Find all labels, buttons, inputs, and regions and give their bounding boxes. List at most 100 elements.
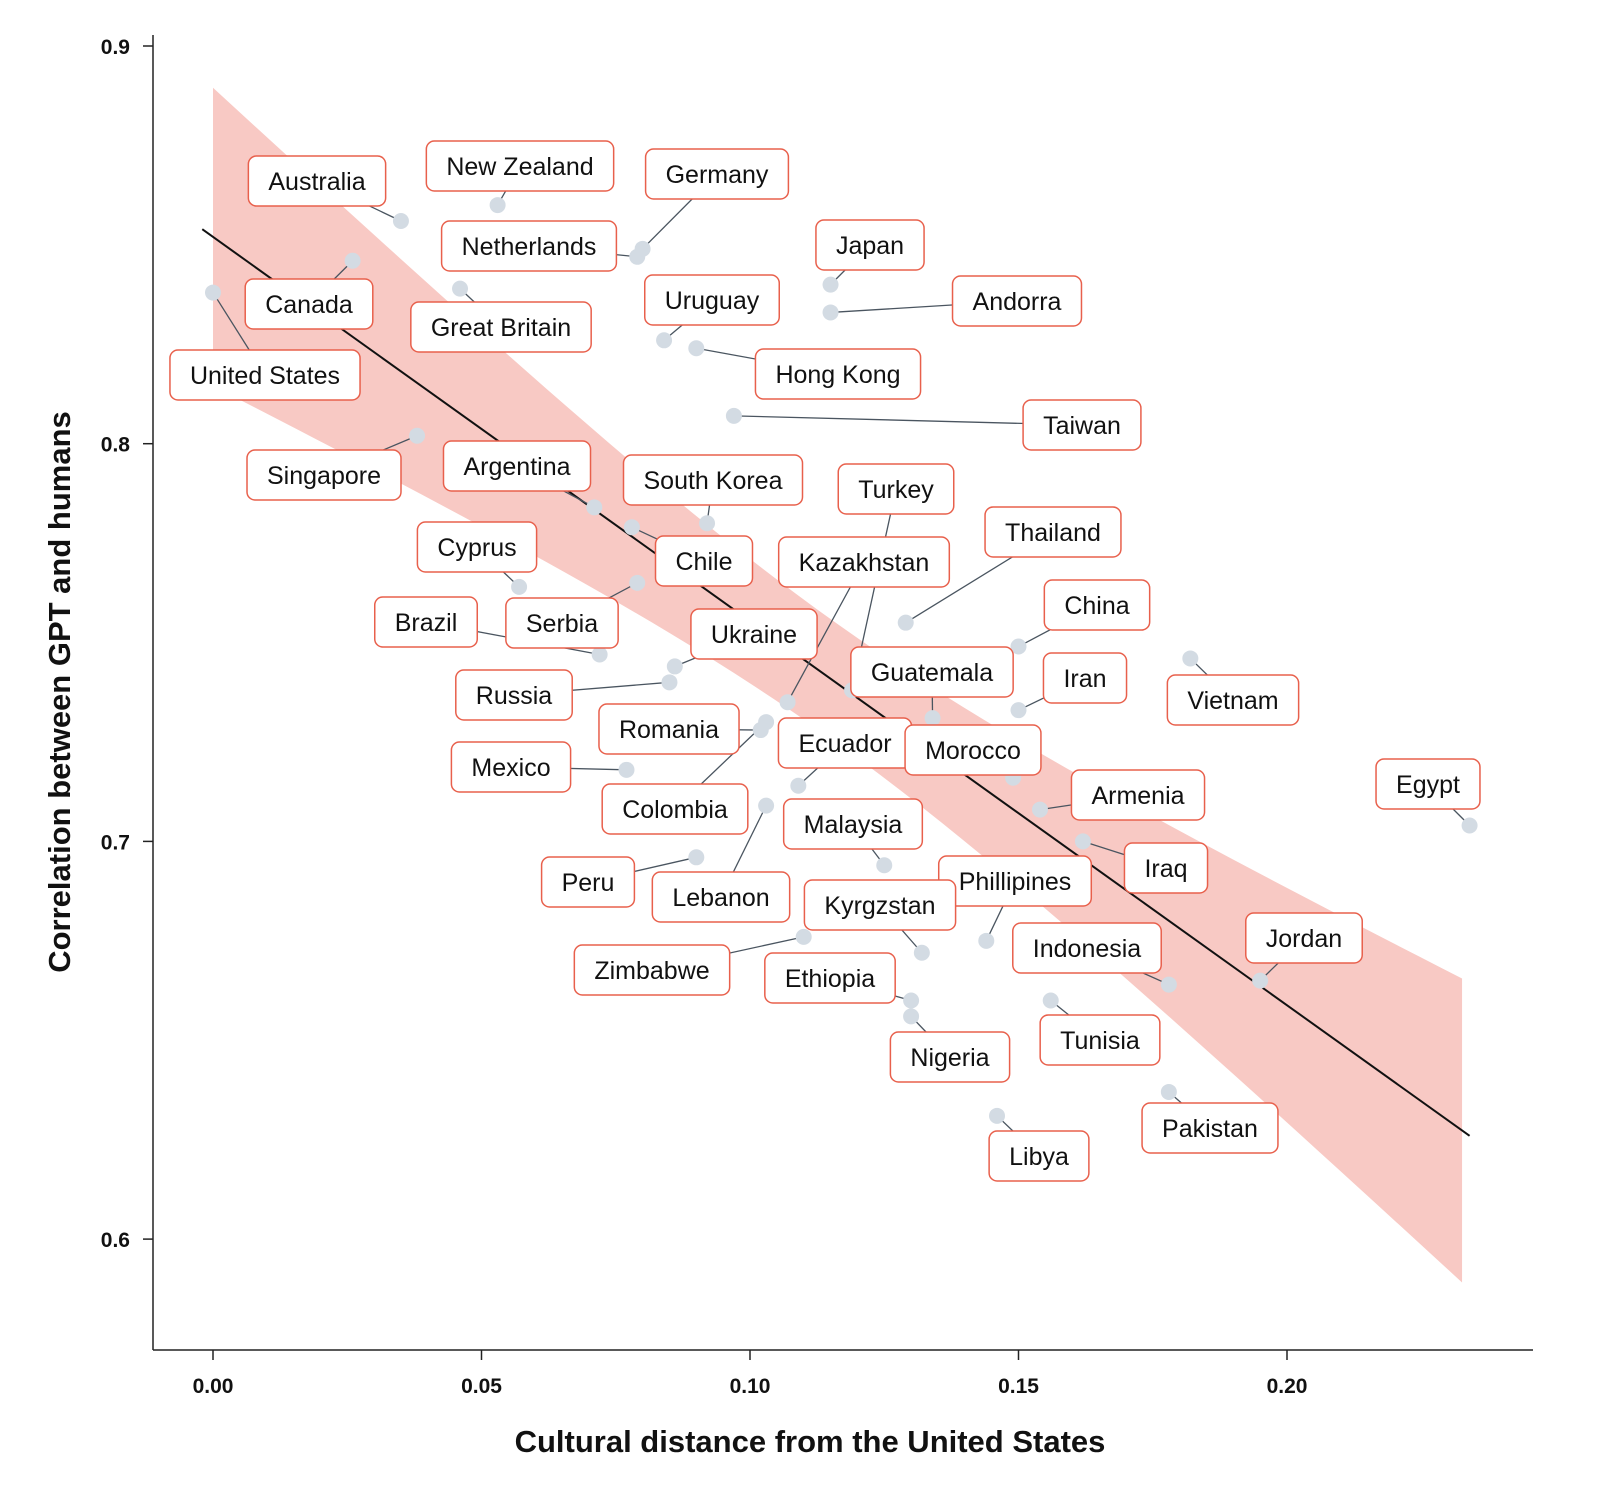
point-argentina [586, 499, 603, 516]
label-phillipines: Phillipines [937, 855, 1093, 907]
label-box [601, 783, 749, 835]
label-peru: Peru [540, 856, 636, 908]
label-text: Turkey [858, 476, 934, 504]
label-text: Phillipines [959, 868, 1072, 896]
label-text: Kyrgzstan [824, 892, 935, 920]
point-iran [1010, 702, 1027, 719]
label-box [410, 301, 592, 353]
point-nigeria [903, 1008, 920, 1025]
label-text: Vietnam [1187, 687, 1278, 715]
point-hong-kong [688, 340, 705, 357]
label-box [416, 521, 538, 573]
label-box [654, 535, 754, 587]
point-mexico [618, 761, 635, 778]
label-guatemala: Guatemala [850, 646, 1014, 698]
label-text: Taiwan [1043, 412, 1121, 440]
label-text: Ecuador [798, 730, 891, 758]
point-great-britain [452, 280, 469, 297]
label-box [425, 140, 615, 192]
point-chile [623, 519, 640, 536]
point-brazil [591, 646, 608, 663]
point-jordan [1252, 972, 1269, 989]
label-box [247, 155, 387, 207]
x-tick-label: 0.00 [193, 1375, 234, 1398]
label-text: Nigeria [910, 1044, 989, 1072]
point-japan [822, 276, 839, 293]
label-netherlands: Netherlands [440, 220, 618, 272]
label-text: Egypt [1396, 771, 1460, 799]
label-text: Indonesia [1033, 935, 1142, 963]
label-box [244, 278, 374, 330]
label-thailand: Thailand [984, 506, 1122, 558]
label-malaysia: Malaysia [782, 798, 924, 850]
label-text: Jordan [1266, 925, 1342, 953]
point-egypt [1461, 817, 1478, 834]
label-box [540, 856, 636, 908]
label-text: Peru [562, 869, 615, 897]
x-axis-title: Cultural distance from the United States [515, 1424, 1106, 1459]
label-box [1043, 579, 1151, 631]
label-box [1012, 922, 1162, 974]
label-canada: Canada [244, 278, 374, 330]
label-china: China [1043, 579, 1151, 631]
label-text: Zimbabwe [594, 957, 709, 985]
label-box [988, 1130, 1090, 1182]
label-romania: Romania [598, 703, 740, 755]
label-box [246, 449, 402, 501]
y-tick-label: 0.9 [101, 36, 130, 59]
confidence-band [213, 87, 1463, 1283]
label-box [1141, 1102, 1279, 1154]
point-indonesia [1160, 976, 1177, 993]
label-egypt: Egypt [1375, 758, 1481, 810]
x-tick-label: 0.05 [461, 1375, 502, 1398]
label-box [1375, 758, 1481, 810]
label-text: Uruguay [665, 287, 760, 315]
label-text: Libya [1009, 1143, 1069, 1171]
label-box [505, 597, 619, 649]
label-libya: Libya [988, 1130, 1090, 1182]
label-new-zealand: New Zealand [425, 140, 615, 192]
label-germany: Germany [644, 148, 790, 200]
point-germany [634, 240, 651, 257]
point-russia [661, 674, 678, 691]
point-peru [688, 849, 705, 866]
label-box [803, 879, 957, 931]
point-singapore [409, 427, 426, 444]
label-box [169, 349, 361, 401]
point-zimbabwe [795, 928, 812, 945]
label-zimbabwe: Zimbabwe [573, 944, 731, 996]
label-andorra: Andorra [951, 275, 1083, 327]
label-pakistan: Pakistan [1141, 1102, 1279, 1154]
label-box [754, 348, 922, 400]
label-box [1245, 912, 1363, 964]
label-australia: Australia [247, 155, 387, 207]
point-phillipines [978, 932, 995, 949]
label-box [1123, 842, 1209, 894]
label-text: Tunisia [1060, 1027, 1140, 1055]
label-jordan: Jordan [1245, 912, 1363, 964]
label-box [850, 646, 1014, 698]
label-text: Netherlands [462, 233, 597, 261]
label-box [450, 741, 572, 793]
label-text: Japan [836, 232, 904, 260]
label-box [951, 275, 1083, 327]
y-tick-label: 0.7 [101, 831, 130, 854]
label-text: Kazakhstan [799, 549, 930, 577]
label-text: Malaysia [804, 811, 903, 839]
point-tunisia [1042, 992, 1059, 1009]
label-text: Guatemala [871, 659, 993, 687]
label-text: Iraq [1144, 855, 1187, 883]
label-text: Armenia [1091, 782, 1184, 810]
label-box [777, 536, 951, 588]
point-lebanon [758, 797, 775, 814]
label-text: Lebanon [672, 884, 769, 912]
point-ukraine [666, 658, 683, 675]
label-text: Canada [265, 291, 353, 319]
label-brazil: Brazil [373, 596, 479, 648]
label-lebanon: Lebanon [651, 871, 791, 923]
point-cyprus [511, 578, 528, 595]
label-box [622, 454, 804, 506]
label-indonesia: Indonesia [1012, 922, 1162, 974]
label-text: Chile [676, 548, 733, 576]
label-box [442, 440, 592, 492]
